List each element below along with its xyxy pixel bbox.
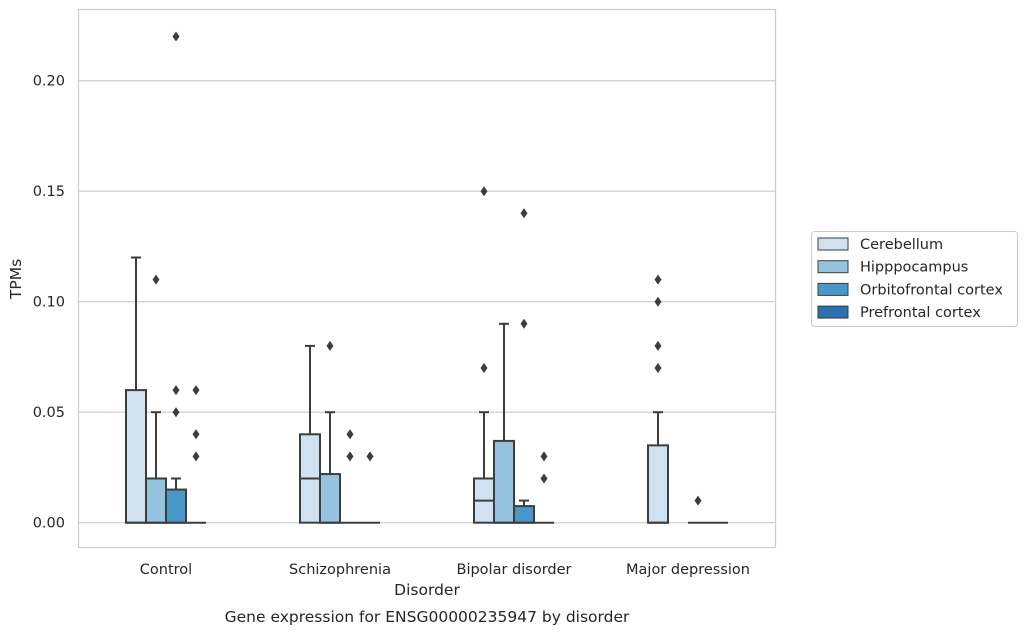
outlier-point — [654, 274, 662, 285]
legend-swatch — [817, 260, 849, 274]
y-tick-label: 0.00 — [33, 516, 65, 532]
box-plot-element — [688, 495, 708, 524]
box-iqr — [319, 473, 341, 524]
plot-area-frame — [77, 8, 777, 549]
box-plot-series — [125, 31, 728, 524]
box-plot-element — [145, 274, 167, 524]
box-iqr — [513, 505, 535, 524]
outlier-point — [366, 451, 374, 462]
y-axis-title: TPMs — [7, 259, 25, 300]
legend-swatch — [817, 237, 849, 251]
box-plot-element — [473, 186, 495, 524]
outlier-point — [694, 495, 702, 506]
box-plot-element — [186, 385, 206, 524]
outlier-point — [480, 186, 488, 197]
legend-swatch — [817, 282, 849, 296]
box-iqr — [145, 477, 167, 524]
legend-label: Hipppocampus — [860, 260, 968, 276]
outlier-point — [346, 429, 354, 440]
y-tick-label: 0.05 — [33, 405, 65, 421]
box-plot-element — [360, 451, 380, 524]
outlier-point — [654, 340, 662, 351]
gridlines — [79, 80, 775, 524]
box-plot-element — [340, 429, 360, 524]
outlier-point — [520, 318, 528, 329]
box-plot-element — [125, 256, 147, 524]
box-plot-element — [299, 344, 321, 524]
outlier-point — [346, 451, 354, 462]
legend-label: Orbitofrontal cortex — [860, 282, 1003, 298]
box-plot-element — [493, 322, 515, 524]
outlier-point — [654, 296, 662, 307]
legend-label: Cerebellum — [860, 237, 943, 253]
outlier-point — [654, 363, 662, 373]
x-tick-label: Major depression — [626, 562, 750, 578]
legend: Cerebellum Hipppocampus Orbitofrontal cort… — [811, 231, 1018, 327]
x-tick-labels: Control Schizophrenia Bipolar disorder Majo… — [140, 562, 750, 578]
outlier-point — [172, 407, 180, 418]
outlier-point — [192, 451, 200, 462]
outlier-point — [172, 31, 180, 42]
y-tick-label: 0.15 — [33, 184, 65, 200]
outlier-point — [172, 385, 180, 396]
chart-caption: Gene expression for ENSG00000235947 by d… — [225, 608, 630, 626]
x-tick-label: Bipolar disorder — [457, 562, 572, 578]
box-plot-element — [534, 451, 554, 524]
y-tick-label: 0.10 — [33, 295, 65, 311]
box-plot-element — [165, 31, 187, 524]
box-iqr — [647, 444, 669, 524]
x-axis-title: Disorder — [394, 581, 460, 599]
legend-label: Prefrontal cortex — [860, 305, 981, 321]
outlier-point — [192, 429, 200, 440]
box-plot-element — [513, 208, 535, 524]
outlier-point — [152, 274, 160, 285]
outlier-point — [326, 340, 334, 351]
box-plot-element — [647, 274, 669, 524]
y-tick-label: 0.20 — [33, 74, 65, 90]
legend-swatch — [817, 305, 849, 319]
box-iqr — [165, 488, 187, 524]
x-tick-label: Schizophrenia — [289, 562, 391, 578]
outlier-point — [540, 473, 548, 484]
outlier-point — [540, 451, 548, 462]
legend-frame — [811, 231, 1018, 327]
y-tick-labels: 0.00 0.05 0.10 0.15 0.20 — [33, 74, 65, 532]
outlier-point — [480, 363, 488, 373]
box-iqr — [125, 389, 147, 524]
x-tick-label: Control — [140, 562, 192, 578]
box-plot-element — [319, 340, 341, 524]
box-iqr — [493, 439, 515, 524]
outlier-point — [520, 208, 528, 219]
outlier-point — [192, 385, 200, 396]
